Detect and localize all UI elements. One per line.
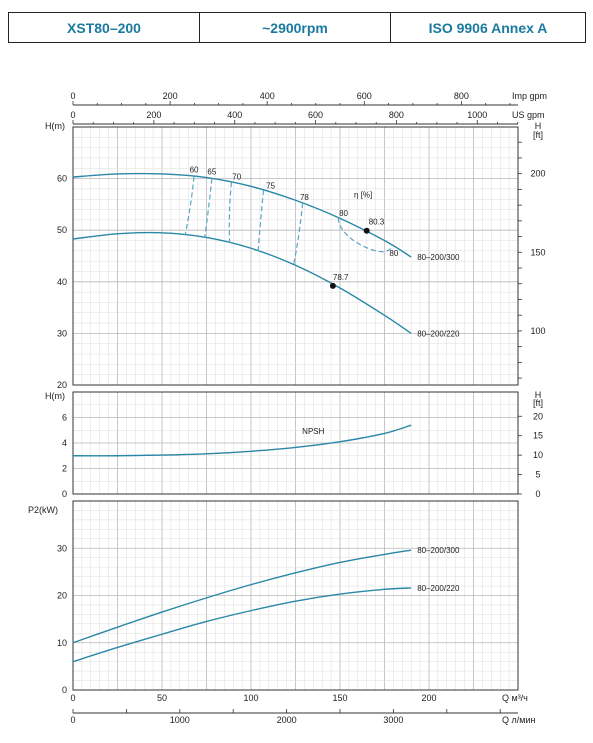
power-frame bbox=[72, 500, 519, 691]
power-y-axis-label: P2(kW) bbox=[28, 505, 58, 515]
head-curve-220 bbox=[72, 231, 412, 334]
npsh-y2-tick-label: 15 bbox=[533, 431, 543, 441]
q-m3h-tick-label: 200 bbox=[421, 693, 436, 703]
bep-point-label: 78.7 bbox=[333, 273, 349, 282]
q-lmin-tick-label: 2000 bbox=[277, 715, 297, 725]
us-gpm-axis-label: US gpm bbox=[512, 110, 545, 120]
imp-gpm-tick-label: 600 bbox=[357, 91, 372, 101]
efficiency-iso-line bbox=[293, 203, 304, 265]
q-lmin-tick-label: 0 bbox=[70, 715, 75, 725]
npsh-y2-tick-label: 20 bbox=[533, 411, 543, 421]
efficiency-iso-label: 70 bbox=[232, 173, 241, 182]
efficiency-iso-label: 75 bbox=[266, 181, 275, 190]
us-gpm-tick-label: 1000 bbox=[467, 110, 487, 120]
power-curve-220 bbox=[72, 587, 412, 663]
head-y-tick-label: 30 bbox=[57, 328, 67, 338]
power-y-tick-label: 20 bbox=[57, 591, 67, 601]
efficiency-iso-label: 80 bbox=[389, 249, 398, 258]
imp-gpm-axis-label: Imp gpm bbox=[512, 91, 547, 101]
npsh-y2-axis-unit: [ft] bbox=[533, 398, 543, 408]
head-curve-300 bbox=[72, 172, 412, 258]
us-gpm-tick-label: 600 bbox=[308, 110, 323, 120]
us-gpm-tick-label: 800 bbox=[389, 110, 404, 120]
head-y-tick-label: 60 bbox=[57, 174, 67, 184]
efficiency-iso-label: 60 bbox=[190, 166, 199, 175]
efficiency-iso-label: 78 bbox=[300, 193, 309, 202]
us-gpm-tick-label: 200 bbox=[146, 110, 161, 120]
q-lmin-tick-label: 3000 bbox=[383, 715, 403, 725]
npsh-frame bbox=[72, 391, 519, 495]
npsh-y2-tick-label: 5 bbox=[535, 470, 540, 480]
us-gpm-tick-label: 400 bbox=[227, 110, 242, 120]
head-y-tick-label: 40 bbox=[57, 277, 67, 287]
us-gpm-tick-label: 0 bbox=[70, 110, 75, 120]
imp-gpm-tick-label: 400 bbox=[260, 91, 275, 101]
q-lmin-tick-label: 1000 bbox=[170, 715, 190, 725]
npsh-y2-tick-label: 0 bbox=[535, 489, 540, 499]
power-y-tick-label: 0 bbox=[62, 685, 67, 695]
power-y-tick-label: 30 bbox=[57, 543, 67, 553]
npsh-y-tick-label: 0 bbox=[62, 489, 67, 499]
npsh-y2-axis-label: H bbox=[535, 390, 542, 400]
q-m3h-tick-label: 100 bbox=[243, 693, 258, 703]
efficiency-iso-line bbox=[228, 182, 233, 244]
bep-point-label: 80.3 bbox=[369, 218, 385, 227]
imp-gpm-tick-label: 200 bbox=[163, 91, 178, 101]
standard-title: ISO 9906 Annex A bbox=[390, 13, 585, 42]
head-y2-tick-label: 100 bbox=[530, 326, 545, 336]
q-m3h-tick-label: 50 bbox=[157, 693, 167, 703]
imp-gpm-tick-label: 800 bbox=[454, 91, 469, 101]
power-curve-label: 80–200/300 bbox=[417, 546, 460, 555]
efficiency-iso-line bbox=[184, 176, 195, 236]
head-frame bbox=[72, 126, 519, 386]
head-y2-axis-label: H bbox=[535, 121, 542, 131]
bep-point bbox=[363, 227, 370, 234]
head-y2-tick-label: 200 bbox=[530, 169, 545, 179]
npsh-curve bbox=[72, 424, 412, 457]
power-curve-300 bbox=[72, 549, 412, 644]
q-m3h-tick-label: 0 bbox=[70, 693, 75, 703]
header-bar: XST80–200 ~2900rpm ISO 9906 Annex A bbox=[8, 12, 586, 43]
q-m3h-axis-label: Q м³/ч bbox=[502, 693, 528, 703]
imp-gpm-tick-label: 0 bbox=[70, 91, 75, 101]
head-curve-300-label: 80–200/300 bbox=[417, 253, 460, 262]
model-title: XST80–200 bbox=[67, 19, 141, 36]
head-y2-tick-label: 150 bbox=[530, 247, 545, 257]
head-y-axis-label: H(m) bbox=[45, 121, 65, 131]
q-lmin-axis-label: Q л/мин bbox=[502, 715, 535, 725]
npsh-y-axis-label: H(m) bbox=[45, 391, 65, 401]
efficiency-iso-loop-80 bbox=[337, 217, 393, 253]
npsh-curve-label: NPSH bbox=[302, 427, 324, 436]
npsh-y2-tick-label: 10 bbox=[533, 450, 543, 460]
efficiency-iso-label: 80 bbox=[339, 209, 348, 218]
npsh-y-tick-label: 2 bbox=[62, 464, 67, 474]
power-curve-label: 80–200/220 bbox=[417, 584, 460, 593]
q-m3h-tick-label: 150 bbox=[332, 693, 347, 703]
power-y-tick-label: 10 bbox=[57, 638, 67, 648]
head-y-tick-label: 20 bbox=[57, 380, 67, 390]
head-curve-220-label: 80–200/220 bbox=[417, 329, 460, 338]
npsh-y-tick-label: 4 bbox=[62, 438, 67, 448]
efficiency-iso-line bbox=[204, 178, 213, 238]
head-y2-axis-unit: [ft] bbox=[533, 130, 543, 140]
efficiency-axis-label: η [%] bbox=[354, 191, 372, 200]
head-y-tick-label: 50 bbox=[57, 225, 67, 235]
efficiency-iso-label: 65 bbox=[207, 168, 216, 177]
npsh-y-tick-label: 6 bbox=[62, 413, 67, 423]
bep-point bbox=[329, 282, 336, 289]
speed-title: ~2900rpm bbox=[199, 13, 390, 42]
